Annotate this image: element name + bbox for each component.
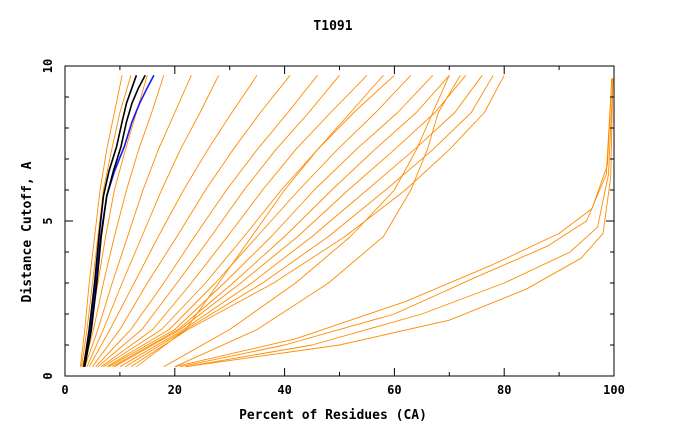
series-line-10 <box>92 75 291 367</box>
series-line-18 <box>114 75 467 368</box>
series-line-13 <box>100 74 368 368</box>
series-line-7 <box>84 75 192 367</box>
x-tick-label-2: 40 <box>277 383 291 397</box>
y-tick-label-2: 10 <box>41 59 55 73</box>
series-line-1 <box>82 75 138 367</box>
y-tick-label-0: 0 <box>41 372 55 379</box>
x-tick-label-3: 60 <box>387 383 401 397</box>
series-line-17 <box>111 75 450 368</box>
series-line-20 <box>125 75 494 368</box>
series-layer <box>79 74 614 368</box>
chart-title: T1091 <box>313 19 352 34</box>
series-line-28 <box>185 78 614 368</box>
series-line-23 <box>174 75 461 368</box>
series-line-2 <box>83 74 155 367</box>
x-tick-label-4: 80 <box>497 383 511 397</box>
series-line-26 <box>185 78 614 368</box>
series-line-9 <box>88 75 258 367</box>
series-line-22 <box>163 75 450 368</box>
series-line-3 <box>81 75 132 367</box>
x-axis-label: Percent of Residues (CA) <box>239 408 427 423</box>
series-line-15 <box>106 74 412 368</box>
series-line-16 <box>108 74 434 368</box>
x-tick-label-0: 0 <box>61 383 68 397</box>
series-line-12 <box>97 75 340 368</box>
series-line-14 <box>103 74 395 368</box>
x-tick-label-1: 20 <box>168 383 182 397</box>
series-line-5 <box>79 75 123 367</box>
series-line-25 <box>180 78 613 368</box>
series-line-19 <box>119 75 483 368</box>
series-line-11 <box>95 75 318 368</box>
series-line-8 <box>86 75 220 367</box>
y-axis-label: Distance Cutoff, A <box>20 161 35 302</box>
series-line-6 <box>83 75 165 367</box>
series-line-27 <box>174 78 613 368</box>
x-tick-label-5: 100 <box>603 383 625 397</box>
series-line-0 <box>84 74 146 367</box>
y-tick-label-1: 5 <box>41 217 55 224</box>
series-line-21 <box>130 75 505 368</box>
tick-layer: 0 20 40 60 80 100 0 5 10 <box>41 59 625 397</box>
series-line-24 <box>136 75 384 368</box>
